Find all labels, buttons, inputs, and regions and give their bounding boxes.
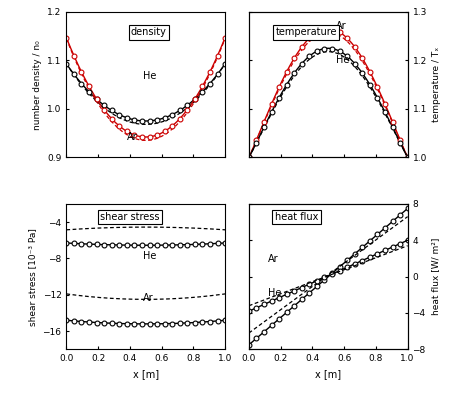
Text: He: He <box>143 71 156 81</box>
Y-axis label: temperature / Tₓ: temperature / Tₓ <box>432 47 441 122</box>
Y-axis label: heat flux [W/ m²]: heat flux [W/ m²] <box>431 238 440 315</box>
Text: He: He <box>143 251 156 261</box>
Text: Ar: Ar <box>336 21 347 31</box>
Text: heat flux: heat flux <box>275 212 318 222</box>
Text: shear stress: shear stress <box>100 212 160 222</box>
Text: He: He <box>268 287 282 297</box>
X-axis label: x [m]: x [m] <box>133 369 159 379</box>
Text: Ar: Ar <box>127 132 137 142</box>
Text: Ar: Ar <box>268 254 279 264</box>
Text: He: He <box>336 55 350 65</box>
Text: temperature: temperature <box>275 27 337 37</box>
X-axis label: x [m]: x [m] <box>315 369 341 379</box>
Y-axis label: shear stress [10⁻³ Pa]: shear stress [10⁻³ Pa] <box>28 228 37 326</box>
Y-axis label: number density / n₀: number density / n₀ <box>33 40 42 129</box>
Text: Ar: Ar <box>143 293 153 303</box>
Text: density: density <box>131 27 167 37</box>
